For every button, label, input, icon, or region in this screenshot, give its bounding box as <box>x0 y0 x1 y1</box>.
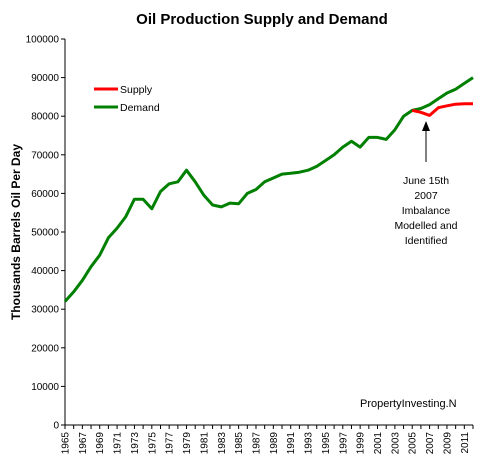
y-tick-label: 50000 <box>31 228 59 239</box>
watermark: PropertyInvesting.N <box>360 398 457 410</box>
y-axis-label: Thousands Barrels Oil Per Day <box>9 144 23 320</box>
x-tick-label: 1973 <box>130 432 141 455</box>
chart-title: Oil Production Supply and Demand <box>136 11 388 28</box>
y-tick-label: 70000 <box>31 150 59 161</box>
y-tick-label: 60000 <box>31 189 59 200</box>
x-tick-label: 1965 <box>61 432 72 455</box>
annotation-line-2: 2007 <box>414 190 438 202</box>
x-tick-label: 2009 <box>442 432 453 455</box>
x-tick-label: 1981 <box>199 432 210 455</box>
x-tick-label: 1995 <box>321 432 332 455</box>
x-tick-label: 1969 <box>95 432 106 455</box>
annotation-line-4: Modelled and <box>394 220 457 232</box>
plot-area <box>65 39 473 425</box>
y-tick-label: 100000 <box>26 35 60 46</box>
annotation: June 15th 2007 Imbalance Modelled and Id… <box>394 121 458 247</box>
x-tick-label: 1991 <box>286 432 297 455</box>
x-tick-label: 1999 <box>356 432 367 455</box>
x-tick-label: 1971 <box>113 432 124 455</box>
y-tick-label: 90000 <box>31 73 59 84</box>
x-axis: 1965 1967 1969 1971 1973 1975 1977 1979 1981 1983… <box>61 425 474 454</box>
x-tick-label: 2005 <box>408 432 419 455</box>
series-line-supply <box>411 102 473 117</box>
x-tick-label: 2007 <box>425 432 436 455</box>
x-tick-label: 1977 <box>165 432 176 455</box>
annotation-line-1: June 15th <box>403 175 449 187</box>
y-tick-label: 30000 <box>31 305 59 316</box>
annotation-arrow-head <box>422 121 430 131</box>
x-tick-label: 2003 <box>390 432 401 455</box>
y-tick-label: 10000 <box>31 382 59 393</box>
x-tick-label: 1985 <box>234 432 245 455</box>
x-tick-label: 1967 <box>78 432 89 455</box>
series-layer <box>63 76 474 303</box>
x-tick-label: 1975 <box>147 432 158 455</box>
legend-label-supply: Supply <box>120 84 153 96</box>
x-tick-label: 1997 <box>338 432 349 455</box>
x-tick-label: 1983 <box>217 432 228 455</box>
legend-label-demand: Demand <box>120 102 160 114</box>
legend: Supply Demand <box>94 84 160 114</box>
y-tick-label: 0 <box>53 421 59 432</box>
x-tick-label: 2011 <box>460 432 471 454</box>
y-axis: 0 10000 20000 30000 40000 50000 60000 70000 8000… <box>26 35 65 432</box>
annotation-line-5: Identified <box>405 235 448 247</box>
y-tick-label: 80000 <box>31 112 59 123</box>
y-tick-label: 40000 <box>31 266 59 277</box>
x-tick-label: 1979 <box>182 432 193 455</box>
x-tick-label: 1987 <box>251 432 262 455</box>
x-tick-label: 1989 <box>269 432 280 455</box>
y-tick-label: 20000 <box>31 343 59 354</box>
series-line-demand <box>63 76 474 303</box>
x-tick-label: 2001 <box>373 432 384 455</box>
x-tick-label: 1993 <box>304 432 315 455</box>
annotation-line-3: Imbalance <box>402 205 451 217</box>
